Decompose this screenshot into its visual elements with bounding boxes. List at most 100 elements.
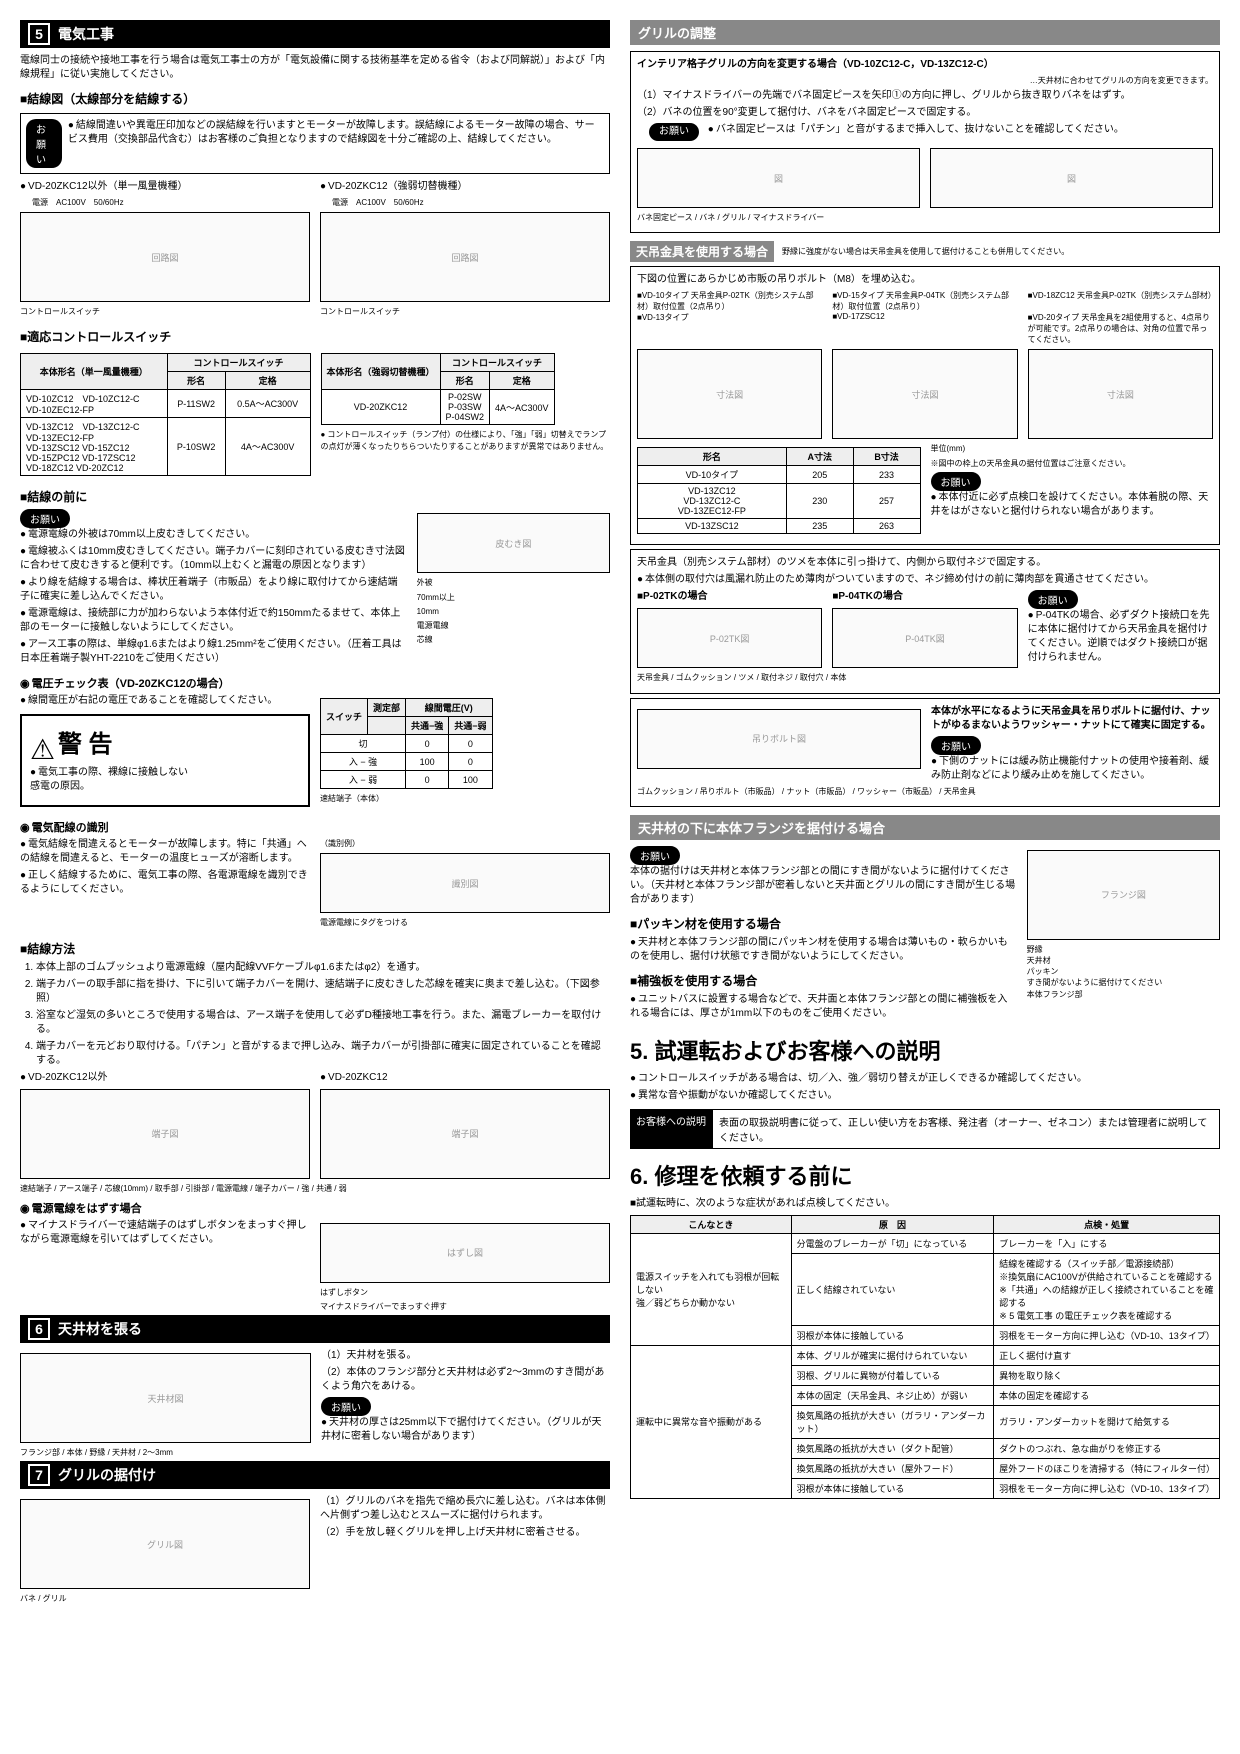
- chl-e: 取付穴: [800, 673, 824, 682]
- st1-r1c0: VD-13ZC12 VD-13ZC12-C VD-13ZEC12-FP VD-1…: [21, 418, 168, 476]
- remove-text: マイナスドライバーで速結端子のはずしボタンをまっすぐ押しながら電源電線を引いては…: [20, 1219, 310, 1312]
- step3-req-label: お願い: [931, 736, 981, 755]
- wsl-e: 芯線: [417, 634, 610, 645]
- gal-c: グリル: [722, 213, 746, 222]
- tt-r8c2: 屋外フードのほこりを清掃する（特にフィルター付）: [994, 1458, 1220, 1478]
- dt-unit: 単位(mm): [931, 443, 1214, 454]
- vt-r0c2: 0: [449, 735, 492, 753]
- remove-head: 電源電線をはずす場合: [20, 1200, 610, 1216]
- dim-table: 形名A寸法B寸法 VD-10タイプ205233 VD-13ZC12 VD-13Z…: [637, 447, 921, 534]
- cht0: ■VD-10タイプ 天吊金具P-02TK（別売システム部材）取付位置（2点吊り）: [637, 290, 822, 312]
- p02-diagram: P-02TK図: [637, 608, 822, 668]
- step3-req: 下側のナットには緩み防止機能付ナットの使用や接着剤、緩み防止剤などにより緩み止め…: [931, 755, 1213, 783]
- vt-noteid: （識別例）: [320, 838, 610, 849]
- tt-r3c2: 正しく据付け直す: [994, 1345, 1220, 1365]
- st2-h2a: 形名: [440, 372, 490, 390]
- switch-head: 適応コントロールスイッチ: [20, 328, 610, 345]
- before-req: お願い: [20, 509, 70, 528]
- st2-r0c0: VD-20ZKC12: [321, 390, 440, 425]
- tt-r1c1: 正しく結線されていない: [791, 1253, 994, 1325]
- ga-s0: （1）マイナスドライバーの先端でバネ固定ピースを矢印①の方向に押し、グリルから抜…: [637, 89, 1213, 103]
- vt-r2c2: 100: [449, 771, 492, 789]
- cht5: ■VD-20タイプ 天吊金具を2組使用すると、4点吊りが可能です。2点吊りの場合…: [1028, 312, 1213, 345]
- grill-adj-sub: インテリア格子グリルの方向を変更する場合（VD-10ZC12-C，VD-13ZC…: [637, 58, 1213, 72]
- tt-r1c2: 結線を確認する（スイッチ部／電源接続部） ※換気扇にAC100Vが供給されている…: [994, 1253, 1220, 1325]
- wsl-b: 70mm以上: [417, 592, 610, 603]
- dt-r1c1: 230: [786, 484, 853, 519]
- tt-r4c2: 異物を取り除く: [994, 1365, 1220, 1385]
- section-6-title: 天井材を張る: [58, 1319, 142, 1339]
- dt-h0: 形名: [638, 448, 787, 466]
- s5b0: コントロールスイッチがある場合は、切／入、強／弱切り替えが正しくできるか確認して…: [630, 1072, 1220, 1086]
- fll-d: パッキン: [1027, 967, 1059, 976]
- dt-h1: A寸法: [786, 448, 853, 466]
- m2: 浴室など湿気の多いところで使用する場合は、アース端子を使用して必ずD種接地工事を…: [36, 1009, 610, 1037]
- before-head: 結線の前に: [20, 488, 610, 505]
- dia3-cap: VD-20ZKC12以外: [20, 1071, 310, 1085]
- warn-text: 電気工事の際、裸線に接触しない 感電の原因。: [30, 766, 300, 794]
- vt-r0c1: 0: [406, 735, 449, 753]
- cs-label-1: コントロールスイッチ: [20, 306, 310, 317]
- vt-hsw: スイッチ: [321, 699, 368, 735]
- tt-r6c1: 換気風路の抵抗が大きい（ガラリ・アンダーカット）: [791, 1405, 994, 1438]
- tt-r6c2: ガラリ・アンダーカットを開けて給気する: [994, 1405, 1220, 1438]
- s3l-b: 吊りボルト（市販品）: [700, 787, 780, 796]
- chl-f: 本体: [830, 673, 846, 682]
- step3-diagram: 吊りボルト図: [637, 709, 921, 769]
- tt-r2c2: 羽根をモーター方向に押し込む（VD-10、13タイプ）: [994, 1325, 1220, 1345]
- cht1: ■VD-13タイプ: [637, 312, 822, 345]
- warning-box: ⚠ 警 告 電気工事の際、裸線に接触しない 感電の原因。: [20, 714, 310, 807]
- vt-r2c0: 入 − 弱: [321, 771, 406, 789]
- dl-h: 強: [301, 1184, 309, 1193]
- ch-dia-2: 寸法図: [832, 349, 1017, 439]
- dia1-sub: 電源 AC100V 50/60Hz: [32, 197, 310, 208]
- cht3: ■VD-17ZSC12: [832, 312, 1017, 345]
- st1-h1: 本体形名（単一風量機種）: [21, 354, 168, 390]
- dl-f: 電源電線: [216, 1184, 248, 1193]
- bi0: 電源電線の外被は70mm以上皮むきしてください。: [20, 528, 407, 542]
- p04-head: ■P-04TKの場合: [832, 590, 1017, 604]
- dl-k: はずしボタン: [320, 1287, 610, 1298]
- vt-term: 速結端子（本体）: [320, 793, 610, 804]
- dt-r0c1: 205: [786, 466, 853, 484]
- grill-adj-dia-1: 図: [637, 148, 920, 208]
- s6-req-text: 天井材の厚さは25mm以下で据付けてください。（グリルが天井材に密着しない場合が…: [321, 1416, 610, 1444]
- trouble-table: こんなとき 原 因 点検・処置 電源スイッチを入れても羽根が回転しない 強／弱ど…: [630, 1215, 1220, 1499]
- dl-a: 速結端子: [20, 1184, 52, 1193]
- dt-r2c2: 263: [853, 519, 920, 534]
- bi2: より線を結線する場合は、棒状圧着端子（市販品）をより線に取付けてから速結端子に確…: [20, 576, 407, 604]
- section-6-header: 6 天井材を張る: [20, 1315, 610, 1343]
- wsl-d: 電源電線: [417, 620, 610, 631]
- terminal-diagram-1: 端子図: [20, 1089, 310, 1179]
- switch-table-2: 本体形名（強弱切替機種）コントロールスイッチ 形名定格 VD-20ZKC12P-…: [321, 353, 555, 425]
- dia2-cap: VD-20ZKC12（強弱切替機種）: [320, 180, 610, 194]
- st1-h2a: 形名: [167, 372, 225, 390]
- st1-r0c1: P-11SW2: [167, 390, 225, 418]
- tt-r9c1: 羽根が本体に接触している: [791, 1478, 994, 1498]
- s7l-b: グリル: [43, 1594, 67, 1603]
- dia4-cap: VD-20ZKC12: [320, 1071, 610, 1085]
- owner-box: お客様への説明 表面の取扱説明書に従って、正しい使い方をお客様、発注者（オーナー…: [630, 1109, 1220, 1149]
- s5big-title: 5. 試運転およびお客様への説明: [630, 1034, 1220, 1066]
- hook-text: 天吊金具（別売システム部材）のツメを本体に引っ掛けて、内側から取付ネジで固定する…: [637, 556, 1213, 570]
- ident-tag: 電源電線にタグをつける: [320, 917, 610, 928]
- cht2: ■VD-15タイプ 天吊金具P-04TK（別売システム部材）取付位置（2点吊り）: [832, 290, 1017, 312]
- st2-r0c1: P-02SW P-03SW P-04SW2: [440, 390, 490, 425]
- dt-r1c0: VD-13ZC12 VD-13ZC12-C VD-13ZEC12-FP: [638, 484, 787, 519]
- wiring-request: お願い 結線間違いや異電圧印加などの誤結線を行いますとモーターが故障します。誤結…: [20, 113, 610, 174]
- s7s1: （2）手を放し軽くグリルを押し上げ天井材に密着させる。: [320, 1526, 610, 1540]
- fll-b: 野縁: [1027, 945, 1043, 954]
- warn-title: 警 告: [58, 731, 113, 758]
- s6-req: お願い: [321, 1397, 371, 1416]
- dt-h2: B寸法: [853, 448, 920, 466]
- st1-r0c0: VD-10ZC12 VD-10ZC12-C VD-10ZEC12-FP: [21, 390, 168, 418]
- flange-title: 天井材の下に本体フランジを据付ける場合: [630, 815, 1220, 840]
- m1: 端子カバーの取手部に指を掛け、下に引いて端子カバーを開け、速結端子に皮むきした芯…: [36, 978, 610, 1006]
- chl-c: ツメ: [738, 673, 754, 682]
- gal-d: マイナスドライバー: [753, 213, 825, 222]
- dia2-sub: 電源 AC100V 50/60Hz: [332, 197, 610, 208]
- st1-h2: コントロールスイッチ: [167, 354, 310, 372]
- m0: 本体上部のゴムブッシュより電源電線（屋内配線VVFケーブルφ1.6またはφ2）を…: [36, 961, 610, 975]
- ch-intro: 下図の位置にあらかじめ市販の吊りボルト（M8）を埋め込む。: [637, 273, 1213, 287]
- ch-req: お願い: [931, 472, 981, 491]
